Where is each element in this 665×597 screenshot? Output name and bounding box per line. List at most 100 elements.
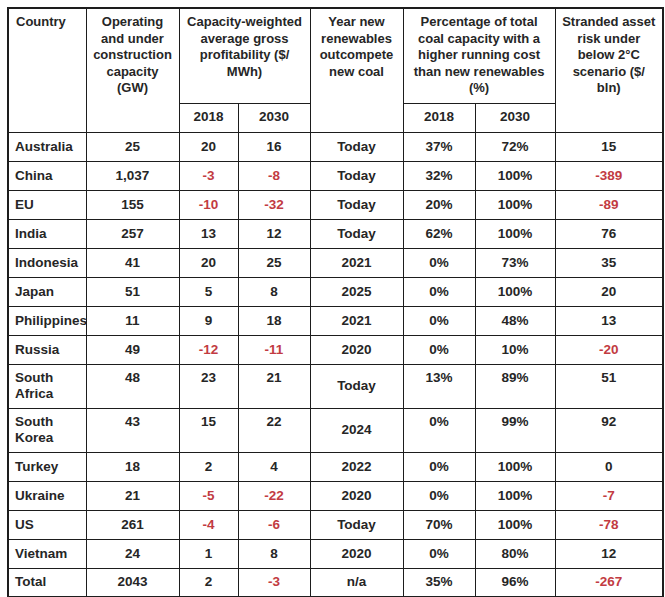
profit-2018-cell: 20: [179, 248, 238, 277]
stranded-cell: 0: [555, 452, 663, 481]
stranded-cell: 12: [555, 539, 663, 568]
country-cell: EU: [8, 190, 86, 219]
country-cell: India: [8, 219, 86, 248]
stranded-cell: -20: [555, 335, 663, 364]
country-cell: Indonesia: [8, 248, 86, 277]
country-cell: Philippines: [8, 306, 86, 335]
table-row: US261-4-6Today70%100%-78: [8, 510, 663, 539]
profit-2030-cell: -6: [238, 510, 310, 539]
pct-2030-cell: 100%: [475, 277, 555, 306]
stranded-cell: -389: [555, 161, 663, 190]
year-cell: 2020: [310, 539, 403, 568]
profit-2018-cell: 20: [179, 132, 238, 161]
subheader-pct-2030: 2030: [475, 103, 555, 132]
table-row: India2571312Today62%100%76: [8, 219, 663, 248]
subheader-profit-2018: 2018: [179, 103, 238, 132]
header-country: Country: [8, 8, 86, 132]
pct-2030-cell: 96%: [475, 568, 555, 597]
country-cell: US: [8, 510, 86, 539]
stranded-cell: 13: [555, 306, 663, 335]
table-row: EU155-10-32Today20%100%-89: [8, 190, 663, 219]
header-stranded-risk: Stranded asset risk under below 2°C scen…: [555, 8, 663, 132]
profit-2030-cell: 16: [238, 132, 310, 161]
year-cell: 2021: [310, 248, 403, 277]
country-cell: Japan: [8, 277, 86, 306]
profit-2018-cell: -4: [179, 510, 238, 539]
capacity-cell: 25: [86, 132, 179, 161]
subheader-profit-2030: 2030: [238, 103, 310, 132]
profit-2018-cell: 9: [179, 306, 238, 335]
table-row: Philippines1191820210%48%13: [8, 306, 663, 335]
country-cell: Total: [8, 568, 86, 597]
year-cell: Today: [310, 132, 403, 161]
profit-2018-cell: 2: [179, 452, 238, 481]
capacity-cell: 18: [86, 452, 179, 481]
coal-capacity-table: Country Operating and under construction…: [7, 7, 664, 597]
header-percentage-group: Percentage of total coal capacity with a…: [403, 8, 555, 103]
profit-2030-cell: -22: [238, 481, 310, 510]
table-row: Indonesia41202520210%73%35: [8, 248, 663, 277]
table-row: Vietnam241820200%80%12: [8, 539, 663, 568]
stranded-cell: 15: [555, 132, 663, 161]
pct-2018-cell: 20%: [403, 190, 475, 219]
capacity-cell: 48: [86, 364, 179, 408]
country-cell: China: [8, 161, 86, 190]
header-profitability-group: Capacity-weighted average gross profitab…: [179, 8, 310, 103]
subheader-pct-2018: 2018: [403, 103, 475, 132]
profit-2018-cell: -10: [179, 190, 238, 219]
country-cell: Turkey: [8, 452, 86, 481]
stranded-cell: -267: [555, 568, 663, 597]
pct-2018-cell: 0%: [403, 452, 475, 481]
profit-2018-cell: 23: [179, 364, 238, 408]
pct-2030-cell: 89%: [475, 364, 555, 408]
pct-2018-cell: 0%: [403, 539, 475, 568]
profit-2030-cell: -32: [238, 190, 310, 219]
capacity-cell: 41: [86, 248, 179, 277]
pct-2018-cell: 35%: [403, 568, 475, 597]
year-cell: 2025: [310, 277, 403, 306]
profit-2018-cell: -3: [179, 161, 238, 190]
pct-2018-cell: 0%: [403, 481, 475, 510]
profit-2018-cell: 5: [179, 277, 238, 306]
pct-2030-cell: 100%: [475, 452, 555, 481]
capacity-cell: 257: [86, 219, 179, 248]
profit-2018-cell: 2: [179, 568, 238, 597]
profit-2018-cell: 15: [179, 408, 238, 452]
table-body: Australia252016Today37%72%15China1,037-3…: [8, 132, 663, 597]
year-cell: 2022: [310, 452, 403, 481]
pct-2018-cell: 37%: [403, 132, 475, 161]
pct-2030-cell: 72%: [475, 132, 555, 161]
year-cell: Today: [310, 190, 403, 219]
pct-2018-cell: 62%: [403, 219, 475, 248]
table-row: Total20432-3n/a35%96%-267: [8, 568, 663, 597]
country-cell: Russia: [8, 335, 86, 364]
capacity-cell: 155: [86, 190, 179, 219]
stranded-cell: 92: [555, 408, 663, 452]
pct-2018-cell: 0%: [403, 248, 475, 277]
capacity-cell: 1,037: [86, 161, 179, 190]
capacity-cell: 11: [86, 306, 179, 335]
header-capacity: Operating and under construction capacit…: [86, 8, 179, 132]
year-cell: 2024: [310, 408, 403, 452]
profit-2030-cell: 25: [238, 248, 310, 277]
profit-2030-cell: 4: [238, 452, 310, 481]
year-cell: Today: [310, 364, 403, 408]
profit-2030-cell: -3: [238, 568, 310, 597]
table-row: China1,037-3-8Today32%100%-389: [8, 161, 663, 190]
capacity-cell: 49: [86, 335, 179, 364]
profit-2030-cell: 18: [238, 306, 310, 335]
profit-2030-cell: -11: [238, 335, 310, 364]
profit-2030-cell: 8: [238, 539, 310, 568]
capacity-cell: 24: [86, 539, 179, 568]
table-row: Japan515820250%100%20: [8, 277, 663, 306]
pct-2030-cell: 73%: [475, 248, 555, 277]
pct-2018-cell: 32%: [403, 161, 475, 190]
pct-2018-cell: 0%: [403, 408, 475, 452]
capacity-cell: 261: [86, 510, 179, 539]
capacity-cell: 43: [86, 408, 179, 452]
table-row: Russia49-12-1120200%10%-20: [8, 335, 663, 364]
country-cell: South Africa: [8, 364, 86, 408]
profit-2030-cell: 8: [238, 277, 310, 306]
stranded-cell: 51: [555, 364, 663, 408]
capacity-cell: 21: [86, 481, 179, 510]
